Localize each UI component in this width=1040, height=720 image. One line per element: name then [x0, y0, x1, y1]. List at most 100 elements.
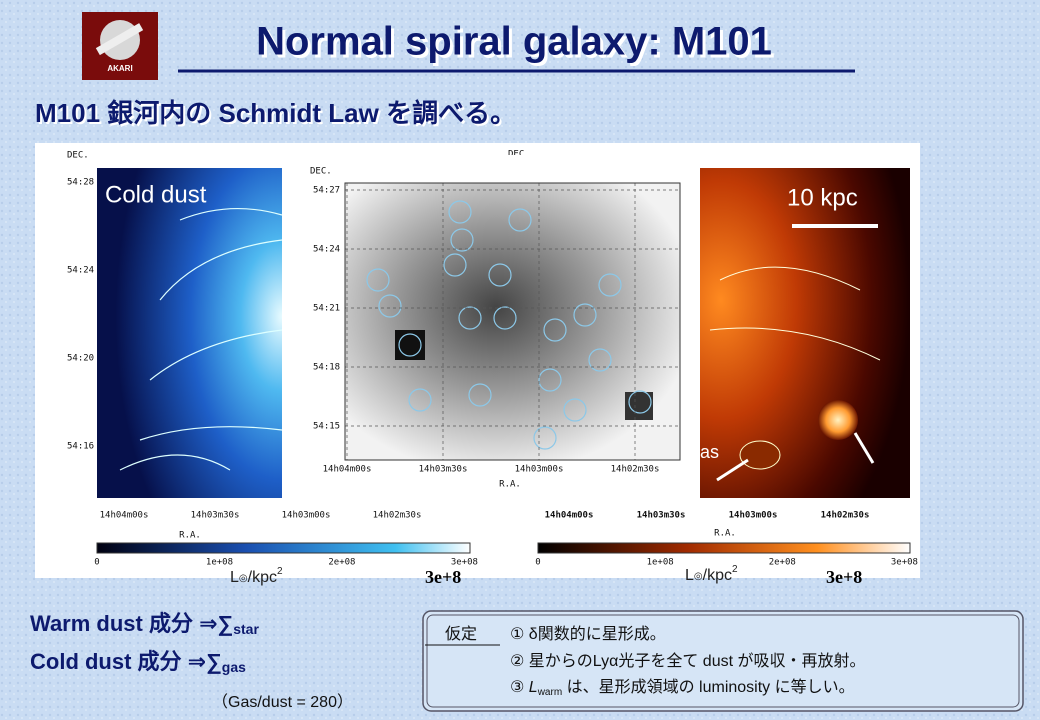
axis-label: R.A. [499, 480, 521, 490]
hii-circle [508, 208, 532, 232]
unit-sup: 2 [732, 564, 738, 575]
dec-tick-label: 54:15 [313, 422, 340, 432]
ra-tick-label: 14h02m30s [611, 465, 660, 475]
colorbar-max: 3e+8 [425, 567, 461, 587]
subtitle: M101 銀河内の Schmidt Law を調べる。 [35, 98, 516, 128]
ra-tick-label: 14h03m00s [282, 511, 331, 521]
hii-circle [628, 390, 652, 414]
ra-tick-label: 14h03m00s [729, 511, 778, 521]
hii-circle [450, 228, 474, 252]
unit: L [230, 569, 239, 586]
hii-circle [563, 398, 587, 422]
colorbar [96, 542, 471, 554]
hii-circle [543, 318, 567, 342]
hii-region [739, 440, 781, 470]
item-post: は、星形成領域の luminosity に等しい。 [562, 678, 854, 696]
star-image [345, 183, 680, 460]
hii-circle [458, 306, 482, 330]
box-inner [426, 614, 1020, 708]
logo-panel [95, 23, 144, 56]
item-sub: warm [537, 687, 562, 698]
center-map: DEC. R.A. [290, 155, 690, 490]
item-pre: ③ [510, 679, 529, 696]
note-text: Cold dust 成分 ⇒∑ [30, 649, 222, 674]
unit-symbol: ◎ [239, 573, 248, 584]
hii-circle [538, 368, 562, 392]
item: ② 星からのLyα光子を全て dust が吸収・再放射。 [510, 652, 865, 670]
hii-circle [488, 263, 512, 287]
unit-sup: 2 [277, 566, 283, 577]
arrow [716, 458, 749, 482]
note-sub: gas [222, 659, 246, 675]
warm-dust-image [700, 168, 910, 498]
logo-text: AKARI [107, 64, 132, 73]
contours [119, 207, 283, 471]
dec-tick-label: 54:24 [67, 266, 94, 276]
item: ① δ関数的に星形成。 [510, 625, 666, 643]
ratio-note: （Gas/dust = 280） [212, 693, 353, 711]
left-map: Cold dust DEC. R.A. [67, 151, 283, 541]
ra-tick-label: 14h02m30s [821, 511, 870, 521]
colorbar-max: 3e+8 [826, 567, 862, 587]
colorbar-unit: L◎/kpc2 [230, 566, 283, 587]
title-shadow: Normal spiral galaxy: M101 [259, 23, 775, 67]
unit-rest: /kpc [248, 569, 277, 586]
title: Normal spiral galaxy: M101 [256, 20, 772, 64]
unit: L [685, 567, 694, 584]
ra-tick-label: 14h04m00s [323, 465, 372, 475]
colorbar-unit: L◎/kpc2 [685, 564, 738, 585]
hii-circle [378, 294, 402, 318]
hii-circle [468, 383, 492, 407]
contours [709, 266, 881, 361]
axis-label: DEC. [67, 151, 89, 161]
dec-tick-label: 54:18 [313, 363, 340, 373]
grid [345, 183, 680, 460]
frame [344, 182, 681, 461]
colorbar-tick-label: 2e+08 [328, 558, 355, 568]
axis-label: DEC. [508, 150, 530, 160]
ra-tick-label: 14h02m30s [373, 511, 422, 521]
cold-note: Cold dust 成分 ⇒∑gas [30, 649, 246, 675]
unit-rest: /kpc [703, 567, 732, 584]
dec-tick-label: 54:27 [313, 186, 340, 196]
ra-tick-label: 14h03m30s [637, 511, 686, 521]
colorbar-tick-label: 2e+08 [769, 558, 796, 568]
warm-note: Warm dust 成分 ⇒∑star [30, 611, 259, 637]
dec-tick-label: 54:16 [67, 442, 94, 452]
box [422, 610, 1024, 712]
hii-circle [588, 348, 612, 372]
subtitle-shadow: M101 銀河内の Schmidt Law を調べる。 [37, 100, 518, 130]
ra-tick-label: 14h04m00s [100, 511, 149, 521]
hii-circle [493, 306, 517, 330]
ra-tick-label: 14h04m00s [545, 511, 594, 521]
colorbar-tick-label: 0 [94, 558, 99, 568]
hii-circle [573, 303, 597, 327]
item: ③ Lwarm は、星形成領域の luminosity に等しい。 [510, 678, 855, 697]
item-L: L [529, 679, 538, 696]
ra-tick-label: 14h03m30s [419, 465, 468, 475]
dec-tick-label: 54:20 [67, 354, 94, 364]
hii-circle [366, 268, 390, 292]
note-sub: star [233, 621, 259, 637]
cold-dust-image [97, 168, 282, 498]
scale-bar-label: 10 kpc [787, 184, 858, 211]
dec-tick-label: 54:28 [67, 178, 94, 188]
ra-tick-label: 14h03m30s [191, 511, 240, 521]
unit-symbol: ◎ [694, 571, 703, 582]
hii-region [818, 400, 858, 440]
dec-tick-label: 54:21 [313, 304, 340, 314]
axis-label: DEC. [310, 167, 332, 177]
hii-circle [448, 200, 472, 224]
bright-source [395, 330, 425, 360]
arrow [853, 432, 875, 464]
hii-circle [598, 273, 622, 297]
map-label: Cold dust [105, 181, 207, 208]
hii-circle [398, 333, 422, 357]
hii-circles [366, 200, 652, 450]
right-map: 10 kpc as DEC. R.A. [508, 150, 910, 539]
hii-circle [408, 388, 432, 412]
axis-label: R.A. [714, 529, 736, 539]
axis-label: R.A. [179, 531, 201, 541]
colorbar-tick-label: 3e+08 [451, 558, 478, 568]
